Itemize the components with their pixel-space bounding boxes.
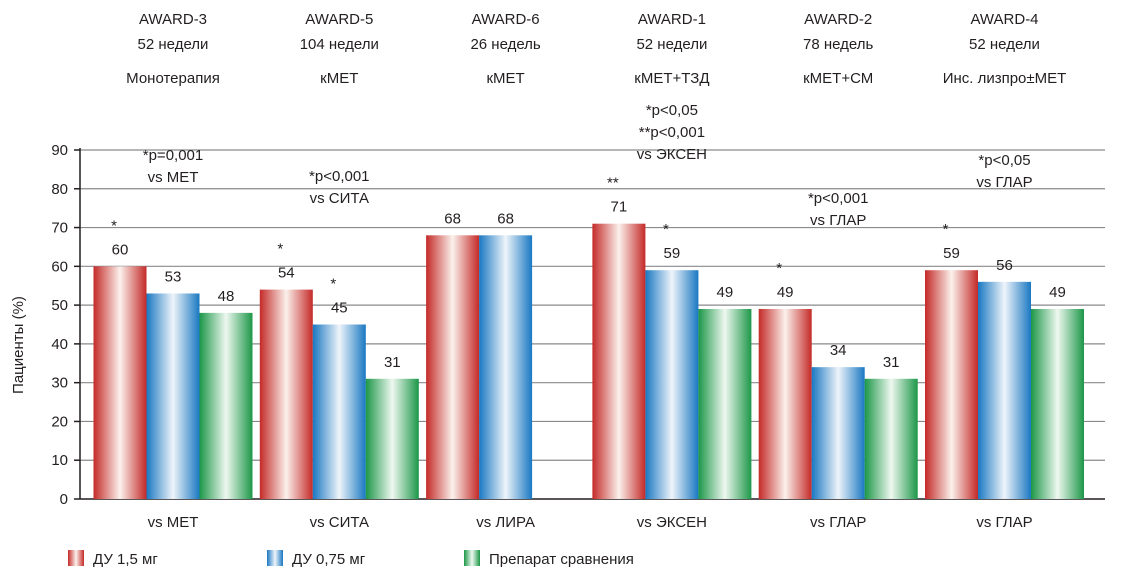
study-therapy: кМЕТ+ТЗД bbox=[634, 70, 709, 87]
x-category-label: vs СИТА bbox=[310, 514, 369, 531]
significance-annotation: vs МЕТ bbox=[148, 169, 199, 186]
y-tick-label: 50 bbox=[51, 297, 68, 314]
bar-value-label: 68 bbox=[444, 210, 461, 227]
significance-annotation: *p<0,05 bbox=[978, 152, 1030, 169]
significance-marker: * bbox=[663, 221, 669, 238]
bar-value-label: 59 bbox=[664, 245, 681, 262]
bar-ДУ-0,75-мг bbox=[978, 281, 1031, 499]
significance-marker: * bbox=[330, 276, 336, 293]
x-category-label: vs МЕТ bbox=[148, 514, 199, 531]
bar-ДУ-0,75-мг bbox=[811, 367, 865, 499]
study-name: AWARD-2 bbox=[804, 11, 872, 28]
bar-value-label: 60 bbox=[112, 241, 129, 258]
study-therapy: кМЕТ bbox=[486, 70, 524, 87]
x-category-label: vs ГЛАР bbox=[810, 514, 866, 531]
bar-ДУ-1,5-мг bbox=[93, 266, 147, 499]
legend-swatch bbox=[464, 550, 480, 566]
study-therapy: Инс. лизпро±МЕТ bbox=[943, 70, 1067, 87]
significance-marker: * bbox=[943, 221, 949, 238]
bar-value-label: 59 bbox=[943, 245, 960, 262]
study-name: AWARD-6 bbox=[472, 11, 540, 28]
study-duration: 52 недели bbox=[969, 36, 1040, 53]
bar-value-label: 34 bbox=[830, 342, 847, 359]
study-therapy: Монотерапия bbox=[126, 70, 220, 87]
bar-ДУ-0,75-мг bbox=[146, 293, 200, 499]
x-category-label: vs ЭКСЕН bbox=[637, 514, 707, 531]
bar-value-label: 53 bbox=[165, 268, 182, 285]
study-name: AWARD-3 bbox=[139, 11, 207, 28]
bar-value-label: 68 bbox=[497, 210, 514, 227]
bar-ДУ-0,75-мг bbox=[479, 235, 533, 500]
significance-marker: * bbox=[111, 217, 117, 234]
study-name: AWARD-4 bbox=[970, 11, 1038, 28]
significance-marker: ** bbox=[607, 175, 619, 192]
significance-annotation: *p<0,05 bbox=[646, 102, 698, 119]
y-tick-label: 20 bbox=[51, 413, 68, 430]
study-duration: 52 недели bbox=[138, 36, 209, 53]
study-therapy: кМЕТ+СМ bbox=[803, 70, 873, 87]
bar-value-label: 49 bbox=[777, 284, 794, 301]
bar-ДУ-0,75-мг bbox=[645, 270, 699, 499]
bar-value-label: 31 bbox=[883, 354, 900, 371]
study-name: AWARD-5 bbox=[305, 11, 373, 28]
bar-value-label: 56 bbox=[996, 257, 1013, 274]
y-tick-label: 0 bbox=[60, 491, 68, 508]
y-tick-label: 60 bbox=[51, 258, 68, 275]
significance-annotation: **p<0,001 bbox=[639, 124, 705, 141]
bar-value-label: 71 bbox=[611, 199, 628, 216]
bar-value-label: 45 bbox=[331, 300, 348, 317]
study-name: AWARD-1 bbox=[638, 11, 706, 28]
legend-swatch bbox=[267, 550, 283, 566]
bar-Препарат-сравнения bbox=[365, 378, 419, 499]
bar-Препарат-сравнения bbox=[864, 378, 918, 499]
legend-label: Препарат сравнения bbox=[489, 551, 634, 568]
bar-value-label: 31 bbox=[384, 354, 401, 371]
y-tick-label: 90 bbox=[51, 142, 68, 159]
significance-marker: * bbox=[776, 260, 782, 277]
bar-value-label: 49 bbox=[717, 284, 734, 301]
bar-Препарат-сравнения bbox=[199, 312, 253, 499]
study-duration: 52 недели bbox=[636, 36, 707, 53]
legend-label: ДУ 1,5 мг bbox=[93, 551, 158, 568]
y-tick-label: 10 bbox=[51, 452, 68, 469]
bar-value-label: 49 bbox=[1049, 284, 1066, 301]
significance-annotation: *p<0,001 bbox=[808, 190, 868, 207]
significance-marker: * bbox=[277, 241, 283, 258]
significance-annotation: *p=0,001 bbox=[143, 147, 203, 164]
bar-Препарат-сравнения bbox=[1031, 308, 1084, 499]
significance-annotation: vs СИТА bbox=[310, 190, 369, 207]
bar-value-label: 54 bbox=[278, 265, 295, 282]
bar-value-label: 48 bbox=[218, 288, 235, 305]
significance-annotation: vs ГЛАР bbox=[810, 212, 866, 229]
x-category-label: vs ЛИРА bbox=[476, 514, 535, 531]
y-tick-label: 30 bbox=[51, 375, 68, 392]
bar-ДУ-0,75-мг bbox=[312, 324, 366, 499]
study-duration: 104 недели bbox=[300, 36, 379, 53]
bar-Препарат-сравнения bbox=[698, 308, 752, 499]
y-tick-label: 80 bbox=[51, 181, 68, 198]
significance-annotation: *p<0,001 bbox=[309, 168, 369, 185]
bar-ДУ-1,5-мг bbox=[259, 289, 313, 499]
bar-ДУ-1,5-мг bbox=[426, 235, 480, 500]
significance-annotation: vs ГЛАР bbox=[976, 174, 1032, 191]
x-category-label: vs ГЛАР bbox=[976, 514, 1032, 531]
legend-swatch bbox=[68, 550, 84, 566]
bar-ДУ-1,5-мг bbox=[758, 308, 812, 499]
bar-ДУ-1,5-мг bbox=[592, 223, 646, 499]
study-duration: 26 недель bbox=[470, 36, 540, 53]
study-duration: 78 недель bbox=[803, 36, 873, 53]
bar-ДУ-1,5-мг bbox=[925, 270, 978, 499]
y-tick-label: 40 bbox=[51, 336, 68, 353]
significance-annotation: vs ЭКСЕН bbox=[637, 146, 707, 163]
y-axis-label: Пациенты (%) bbox=[10, 296, 27, 394]
legend-label: ДУ 0,75 мг bbox=[292, 551, 366, 568]
study-therapy: кМЕТ bbox=[320, 70, 358, 87]
y-tick-label: 70 bbox=[51, 220, 68, 237]
